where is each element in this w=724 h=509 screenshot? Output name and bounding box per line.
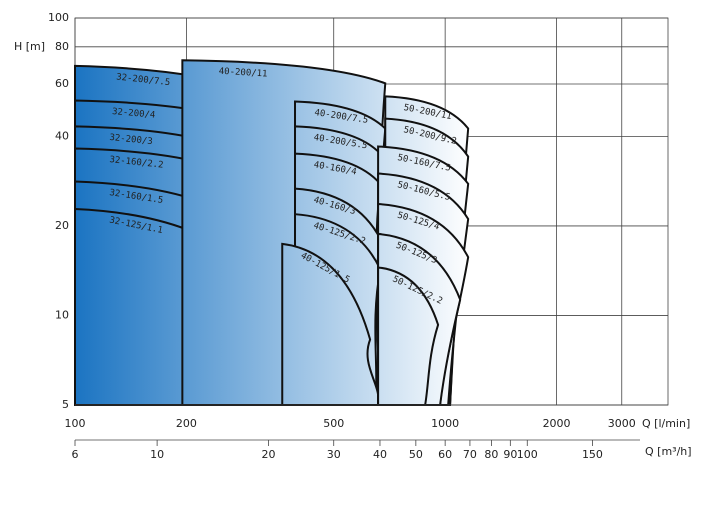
pump-region [377, 266, 440, 406]
x2-axis-title: Q [m³/h] [645, 445, 692, 458]
x2-tick-label: 100 [517, 448, 538, 461]
y-tick-label: 20 [55, 219, 69, 232]
x-tick-label: 200 [176, 417, 197, 430]
x2-tick-label: 150 [582, 448, 603, 461]
x2-tick-label: 90 [503, 448, 517, 461]
y-tick-label: 60 [55, 77, 69, 90]
pump-region [281, 242, 380, 406]
x2-tick-label: 6 [72, 448, 79, 461]
region-label: 40-200/11 [218, 67, 267, 80]
x-tick-label: 500 [323, 417, 344, 430]
y-tick-label: 80 [55, 40, 69, 53]
x-axis-title: Q [l/min] [642, 417, 690, 430]
y-tick-label: 40 [55, 129, 69, 142]
y-tick-label: 100 [48, 11, 69, 24]
y-tick-label: 5 [62, 398, 69, 411]
x-tick-label: 1000 [431, 417, 459, 430]
x2-tick-label: 10 [150, 448, 164, 461]
y-axis-title: H [m] [14, 40, 45, 53]
x2-tick-label: 60 [438, 448, 452, 461]
y-tick-label: 10 [55, 308, 69, 321]
x2-tick-label: 20 [262, 448, 276, 461]
x-tick-label: 2000 [543, 417, 571, 430]
x2-tick-label: 40 [373, 448, 387, 461]
x2-tick-label: 50 [409, 448, 423, 461]
region-label: 32-200/4 [112, 107, 156, 121]
region-label: 32-200/3 [109, 133, 153, 147]
x2-tick-label: 70 [463, 448, 477, 461]
x-tick-label: 3000 [608, 417, 636, 430]
x2-tick-label: 80 [484, 448, 498, 461]
x-tick-label: 100 [65, 417, 86, 430]
x2-tick-label: 30 [327, 448, 341, 461]
